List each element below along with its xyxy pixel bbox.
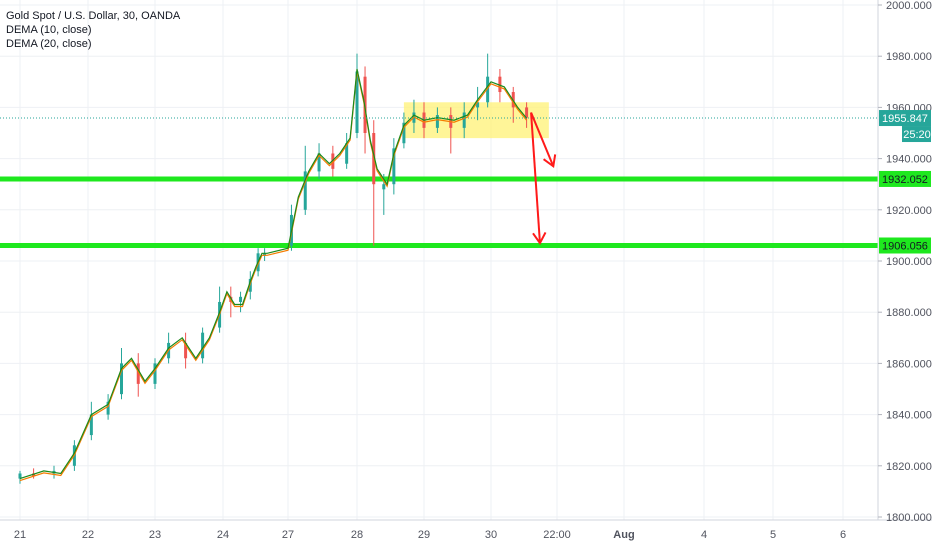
countdown-tag: 25:20 [903, 129, 931, 141]
candle-body [462, 112, 466, 128]
x-tick-label: 4 [701, 529, 707, 541]
level-price-tag-bg [879, 170, 931, 187]
dema-10-label[interactable]: DEMA (10, close) [6, 24, 92, 36]
arrow-shaft [530, 112, 541, 244]
arrows-layer [530, 112, 557, 245]
level-price-tag[interactable]: 1906.056 [882, 240, 928, 252]
candle-body [498, 76, 502, 93]
candle-body [486, 76, 490, 103]
y-tick-label: 1980.000 [886, 51, 932, 63]
candle-body [120, 363, 123, 395]
x-tick-label: 30 [485, 529, 497, 541]
y-tick-label: 1880.000 [886, 307, 932, 319]
candle-body [89, 414, 93, 436]
grid-layer [0, 0, 878, 520]
candle-body [303, 171, 307, 210]
y-tick-label: 1860.000 [886, 358, 932, 370]
candle-body [345, 143, 349, 164]
y-tick-label: 1820.000 [886, 461, 932, 473]
candle-body [435, 115, 439, 128]
axis-layer[interactable]: 2000.0001980.0001960.0001940.0001920.000… [0, 0, 932, 541]
candle-body [382, 184, 386, 190]
candle-body [153, 363, 157, 384]
current-price-tag[interactable]: 1955.847 [882, 113, 928, 125]
y-tick-label: 1940.000 [886, 154, 932, 166]
candle-body [392, 148, 396, 185]
candle-body [239, 296, 243, 302]
arrow-head [543, 154, 557, 169]
y-tick-label: 1920.000 [886, 205, 932, 217]
x-tick-label: 6 [840, 529, 846, 541]
x-tick-label: 29 [418, 529, 430, 541]
candle-body [201, 332, 205, 359]
dema-20-label[interactable]: DEMA (20, close) [6, 38, 92, 50]
y-tick-label: 2000.000 [886, 0, 932, 12]
countdown-tag-bg [902, 126, 931, 143]
candle-body [476, 102, 480, 108]
candle-body [18, 473, 22, 479]
level-price-tag-bg [879, 237, 931, 254]
y-tick-label: 1800.000 [886, 512, 932, 524]
y-tick-label: 1840.000 [886, 410, 932, 422]
current-price-tag-bg [879, 110, 931, 127]
candle-body [525, 107, 529, 118]
candle-body [136, 363, 140, 384]
symbol-title[interactable]: Gold Spot / U.S. Dollar, 30, OANDA [6, 10, 181, 22]
candle-body [317, 153, 321, 172]
x-tick-label: 27 [282, 529, 294, 541]
candle-body [331, 153, 335, 169]
candle-body [355, 71, 359, 133]
candle-body [106, 401, 110, 415]
arrow-shaft [530, 112, 555, 167]
x-tick-label: Aug [613, 529, 634, 541]
x-tick-label: 22:00 [543, 529, 571, 541]
chart-legend: Gold Spot / U.S. Dollar, 30, OANDA DEMA … [6, 9, 180, 51]
x-tick-label: 21 [14, 529, 26, 541]
candle-body [184, 342, 188, 359]
dema-10-line [19, 68, 528, 480]
x-tick-label: 22 [82, 529, 94, 541]
support-levels-layer[interactable] [0, 176, 878, 248]
x-tick-label: 23 [149, 529, 161, 541]
x-tick-label: 28 [351, 529, 363, 541]
candle-body [263, 253, 267, 256]
highlight-zone-layer [403, 102, 549, 139]
candle-body [402, 122, 406, 144]
x-tick-label: 24 [217, 529, 229, 541]
x-tick-label: 5 [770, 529, 776, 541]
dema-lines-layer [0, 68, 878, 482]
consolidation-zone [403, 102, 549, 139]
y-tick-label: 1900.000 [886, 256, 932, 268]
arrow-head [532, 231, 547, 245]
level-price-tag[interactable]: 1932.052 [882, 174, 928, 186]
